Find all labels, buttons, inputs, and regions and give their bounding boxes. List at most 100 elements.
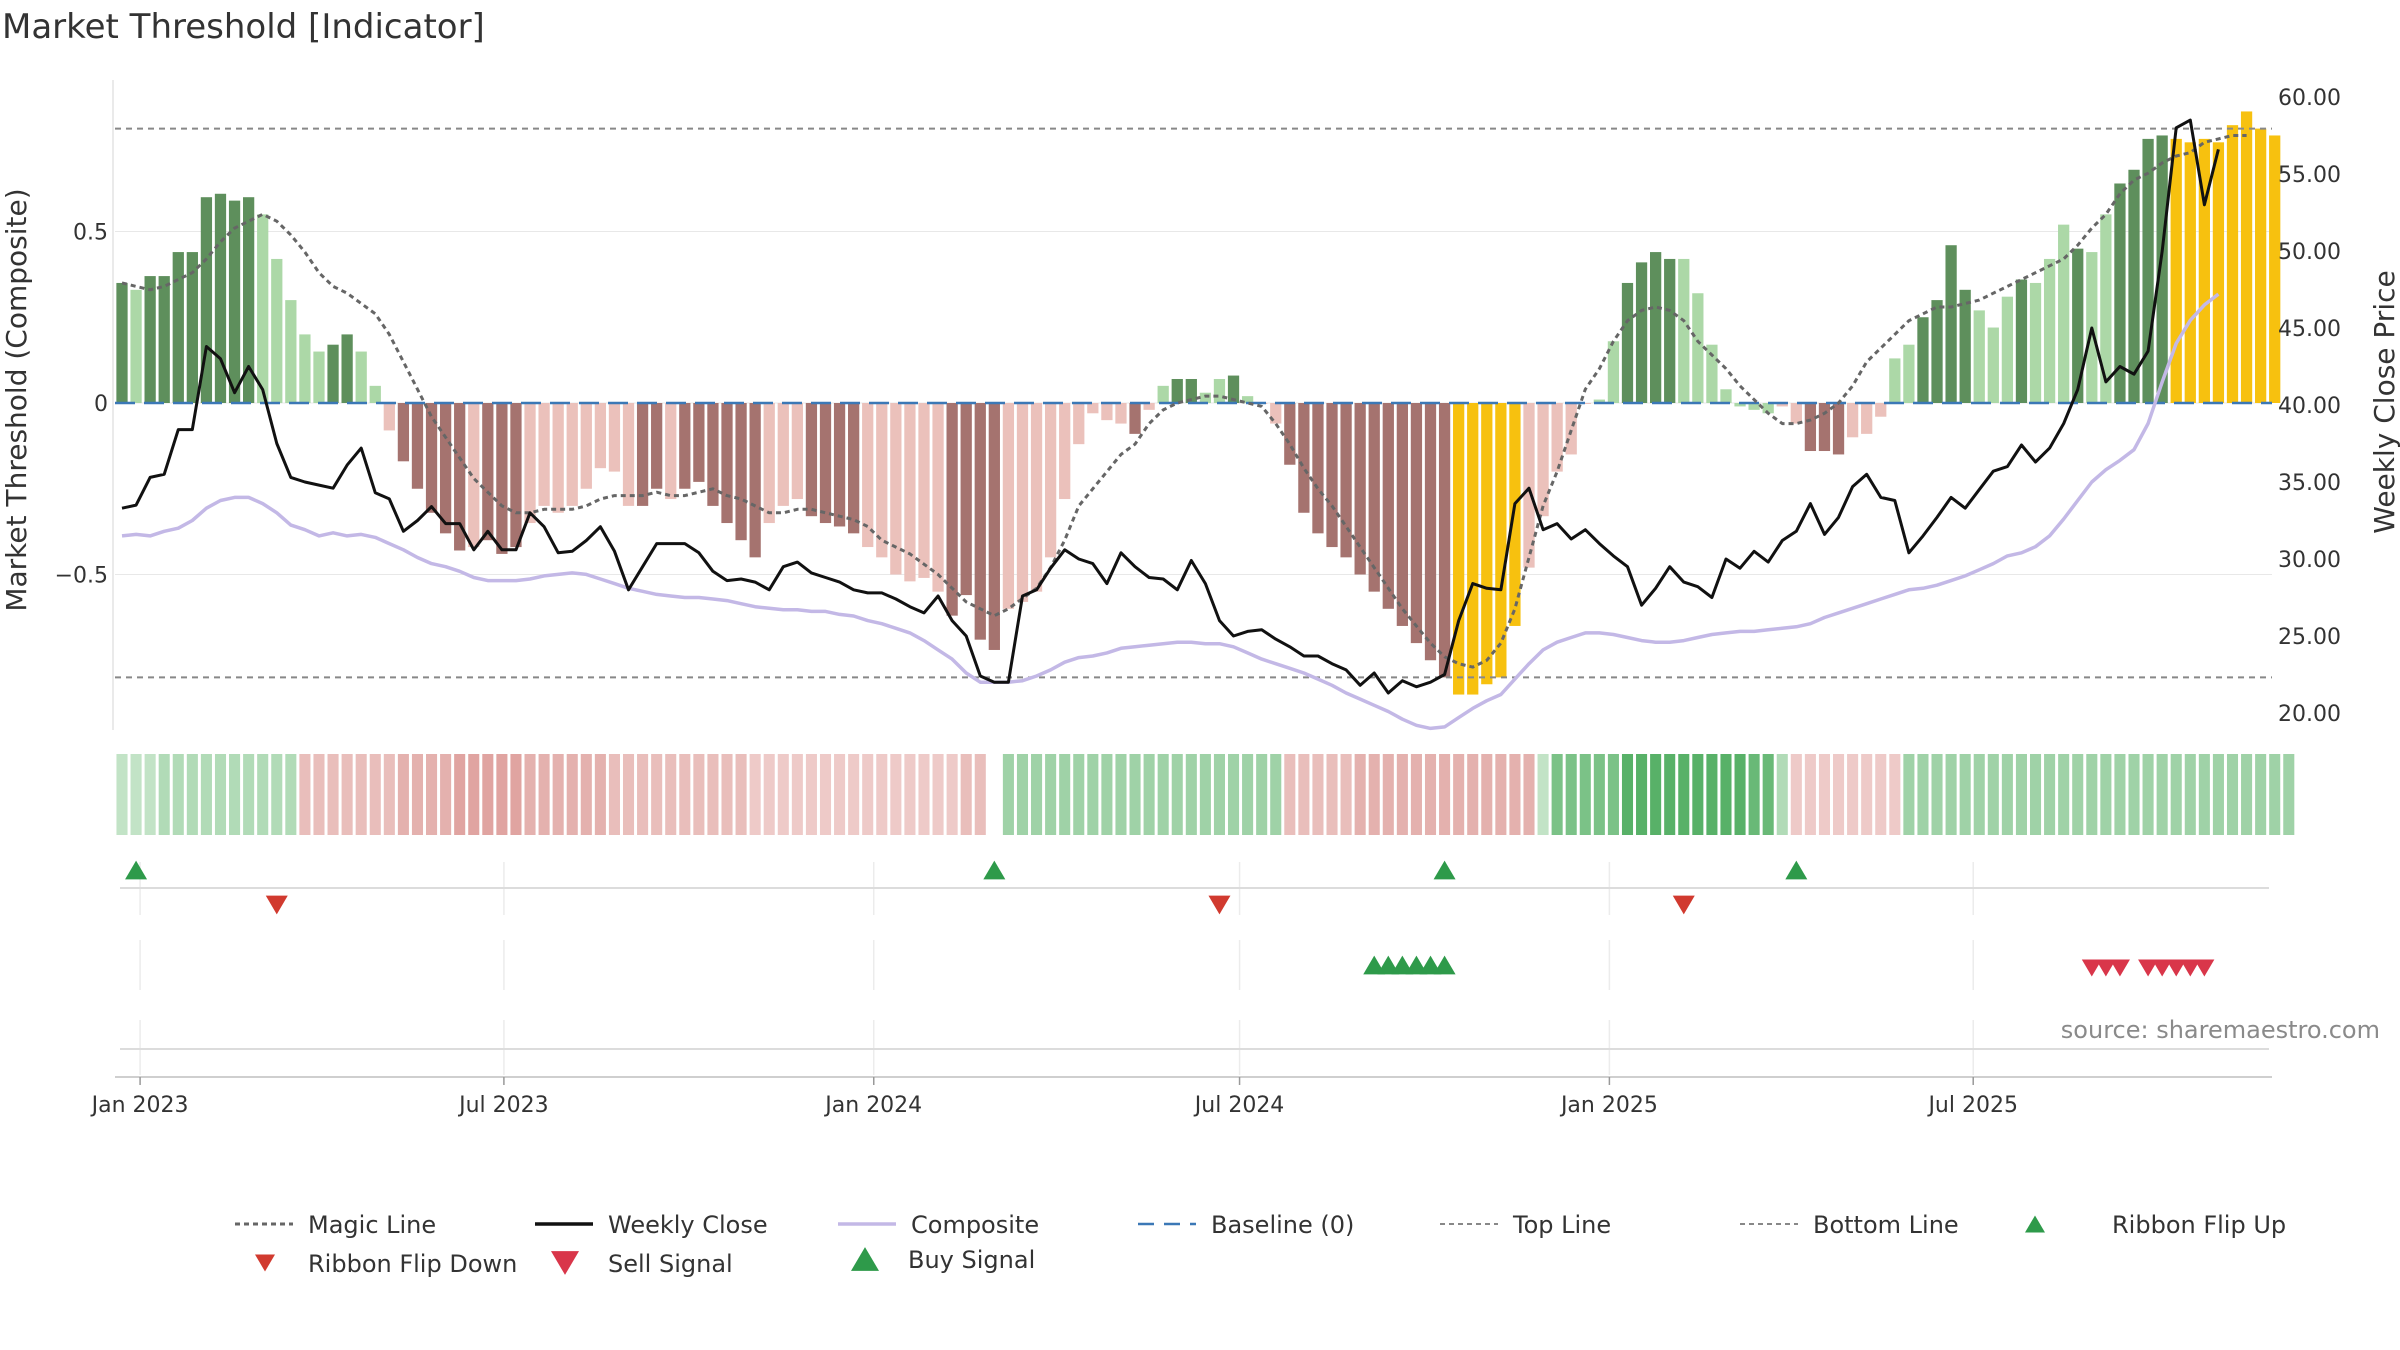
ribbon-cell	[397, 754, 409, 835]
ribbon-cell	[2283, 754, 2295, 835]
legend-sell-signal-label: Sell Signal	[608, 1250, 733, 1278]
ribbon-cell	[1664, 754, 1676, 835]
ribbon-cell	[1424, 754, 1437, 835]
ribbon-strip	[116, 754, 2295, 835]
threshold-bar	[1129, 403, 1141, 434]
threshold-bar	[1101, 403, 1113, 421]
ribbon-cell	[1284, 754, 1296, 835]
ribbon-cell	[1256, 754, 1268, 835]
threshold-bar	[341, 334, 353, 403]
threshold-bar	[608, 403, 621, 472]
ribbon-cell	[299, 754, 311, 835]
threshold-bar	[1650, 252, 1662, 403]
threshold-bar	[2255, 128, 2267, 403]
threshold-bar	[116, 282, 128, 403]
threshold-bar	[482, 403, 494, 541]
ribbon-cell	[257, 754, 269, 835]
ribbon-flip-up-marker	[1785, 860, 1808, 880]
ribbon-cell	[1931, 754, 1943, 835]
ribbon-cell	[313, 754, 325, 835]
threshold-bar	[960, 403, 972, 596]
ribbon-cell	[651, 754, 663, 835]
ribbon-cell	[1031, 754, 1043, 835]
threshold-bar	[1312, 403, 1324, 534]
threshold-bar	[1973, 310, 1985, 403]
ribbon-cell	[791, 754, 803, 835]
legend-baseline-label: Baseline (0)	[1211, 1211, 1354, 1239]
threshold-bar	[1551, 403, 1563, 472]
ribbon-cell	[2029, 754, 2042, 835]
threshold-bar	[439, 403, 452, 534]
ribbon-cell	[200, 754, 212, 835]
ribbon-cell	[1734, 754, 1746, 835]
threshold-bar	[538, 403, 550, 506]
ribbon-cell	[1481, 754, 1493, 835]
threshold-bar	[1284, 403, 1296, 465]
x-tick-label: Jan 2023	[90, 1093, 189, 1118]
ribbon-cell	[1073, 754, 1085, 835]
threshold-bar	[2100, 214, 2112, 403]
legend-weekly-close-label: Weekly Close	[608, 1211, 768, 1239]
ribbon-cell	[426, 754, 438, 835]
threshold-bar	[1748, 403, 1760, 410]
ribbon-cell	[1045, 754, 1057, 835]
ribbon-cell	[1396, 754, 1408, 835]
sell-signal-marker	[2152, 959, 2173, 977]
threshold-bars	[116, 111, 2281, 695]
ribbon-cell	[1227, 754, 1240, 835]
ribbon-cell	[1818, 754, 1831, 835]
ribbon-cell	[2156, 754, 2168, 835]
ribbon-flip-up-marker	[125, 860, 148, 880]
weekly-close-line	[121, 118, 2220, 695]
threshold-bar	[1396, 403, 1408, 626]
threshold-bar	[1692, 293, 1704, 403]
threshold-bar	[1410, 403, 1423, 644]
ribbon-cell	[1875, 754, 1887, 835]
threshold-bar	[1199, 392, 1212, 403]
ribbon-cell	[2198, 754, 2210, 835]
y-tick-label-right: 60.00	[2278, 86, 2341, 111]
threshold-bar	[1073, 403, 1085, 445]
ribbon-cell	[2184, 754, 2196, 835]
threshold-bar	[833, 403, 846, 527]
threshold-bar	[1030, 403, 1043, 592]
threshold-bar	[144, 276, 156, 403]
threshold-bar	[946, 403, 958, 616]
threshold-bar	[355, 351, 367, 403]
threshold-bar	[369, 385, 381, 403]
x-tick-label: Jul 2025	[1926, 1093, 2018, 1118]
threshold-bar	[707, 403, 719, 506]
ribbon-cell	[2226, 754, 2239, 835]
threshold-bar	[552, 403, 564, 513]
ribbon-cell	[1692, 754, 1704, 835]
threshold-bar	[1720, 389, 1732, 403]
threshold-bar	[397, 403, 410, 462]
ribbon-cell	[1157, 754, 1169, 835]
legend-top-line-label: Top Line	[1512, 1211, 1611, 1239]
y-axis-right-label: Weekly Close Price	[2368, 270, 2400, 533]
threshold-bar	[1537, 403, 1549, 517]
ribbon-flip-down-marker	[1672, 895, 1695, 915]
threshold-bar	[876, 403, 888, 558]
ribbon-cell	[158, 754, 170, 835]
ribbon-cell	[2100, 754, 2112, 835]
y-tick-label-right: 45.00	[2278, 317, 2341, 342]
threshold-bar	[763, 403, 775, 524]
threshold-bar	[2114, 183, 2126, 403]
sell-signal-marker	[2095, 959, 2116, 977]
ribbon-cell	[1903, 754, 1915, 835]
ribbon-cell	[1565, 754, 1577, 835]
ribbon-cell	[1453, 754, 1465, 835]
ribbon-cell	[1889, 754, 1901, 835]
ribbon-cell	[468, 754, 480, 835]
ribbon-cell	[1833, 754, 1845, 835]
ribbon-cell	[186, 754, 198, 835]
ribbon-flip-down-marker	[1208, 895, 1231, 915]
ribbon-cell	[580, 754, 592, 835]
threshold-bar	[1846, 403, 1859, 438]
buy-signal-marker	[1419, 955, 1442, 975]
threshold-bar	[594, 403, 607, 469]
axes: 0.5 0 −0.5 20.00 25.00 30.00 35.00 40.00 45.00 50…	[55, 86, 2341, 1118]
threshold-bar	[214, 193, 227, 403]
ribbon-cell	[1340, 754, 1352, 835]
